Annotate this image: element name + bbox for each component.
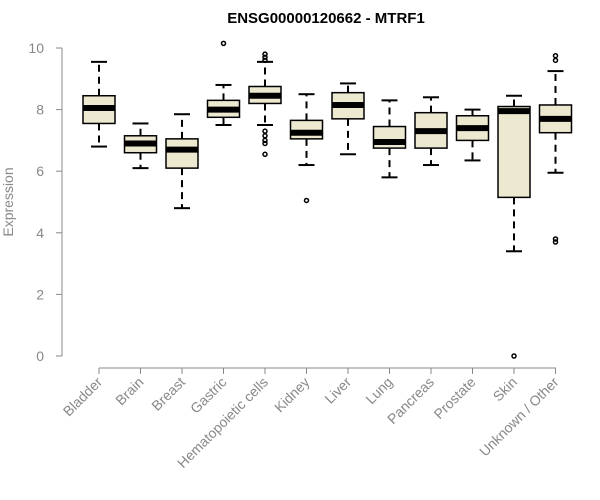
box-iqr [165, 138, 199, 169]
outlier-point [262, 151, 268, 158]
x-tick-label: Liver [321, 374, 354, 407]
outlier-point [220, 40, 227, 47]
box-unknown-other [538, 52, 573, 245]
y-tick-label: 10 [28, 40, 44, 56]
x-tick-label: Bladder [60, 374, 106, 420]
x-tick-label: Prostate [430, 374, 478, 422]
box-pancreas [414, 96, 448, 167]
x-tick-label: Breast [148, 374, 188, 414]
y-tick-label: 2 [36, 286, 44, 302]
y-axis-ticks: 0 2 4 6 8 10 [28, 40, 62, 364]
box-breast [165, 113, 199, 210]
outlier-point [262, 54, 268, 60]
outlier-point [262, 140, 268, 147]
x-tick-label: Lung [362, 374, 395, 407]
y-axis-label: Expression [0, 167, 16, 236]
box-hematopoietic-cells [248, 51, 282, 158]
outlier-point [262, 57, 268, 64]
boxes-group [82, 40, 573, 359]
x-tick-label: Unknown / Other [476, 374, 562, 460]
y-tick-label: 4 [36, 225, 44, 241]
y-tick-label: 8 [36, 102, 44, 118]
outlier-point [552, 236, 559, 242]
box-bladder [82, 60, 116, 148]
box-iqr [289, 119, 324, 140]
outlier-point [552, 239, 559, 245]
chart-title: ENSG00000120662 - MTRF1 [227, 10, 425, 27]
outlier-point [262, 133, 268, 139]
box-prostate [455, 108, 490, 162]
box-iqr [497, 105, 531, 199]
x-tick-label: Brain [112, 374, 146, 408]
x-tick-label: Kidney [271, 374, 313, 416]
box-skin [497, 94, 531, 359]
box-gastric [206, 40, 241, 126]
y-tick-label: 6 [36, 163, 44, 179]
outlier-point [511, 353, 517, 359]
outlier-point [552, 52, 559, 59]
box-lung [372, 99, 407, 179]
box-kidney [289, 93, 324, 204]
y-tick-label: 0 [36, 348, 44, 364]
outlier-point [303, 197, 310, 204]
box-liver [331, 82, 365, 156]
outlier-point [552, 57, 559, 64]
box-brain [123, 122, 158, 170]
outlier-point [262, 137, 268, 144]
outlier-point [262, 51, 268, 57]
outlier-point [262, 128, 268, 134]
x-tick-label: Skin [490, 374, 521, 405]
